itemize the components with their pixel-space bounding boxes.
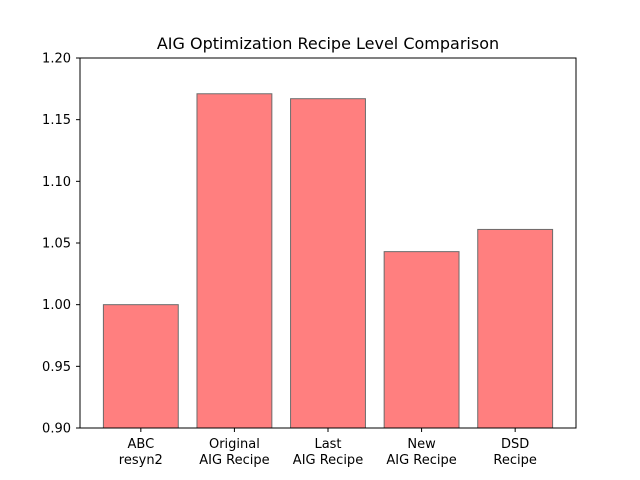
x-tick-label-line: AIG Recipe bbox=[386, 453, 456, 468]
x-tick-label: Original AIG Recipe bbox=[199, 437, 269, 468]
y-tick-label: 0.95 bbox=[42, 360, 71, 375]
x-tick-label: Last AIG Recipe bbox=[293, 437, 363, 468]
y-tick-label: 1.00 bbox=[42, 298, 71, 313]
x-tick-label-line: resyn2 bbox=[119, 453, 163, 468]
chart-title: AIG Optimization Recipe Level Comparison bbox=[157, 34, 499, 53]
y-tick-label: 1.05 bbox=[42, 237, 71, 252]
x-tick-label-line: Recipe bbox=[493, 453, 536, 468]
x-tick-label-line: Last bbox=[314, 437, 341, 452]
bar bbox=[196, 93, 273, 429]
x-tick-label: New AIG Recipe bbox=[386, 437, 456, 468]
y-tick-label: 1.10 bbox=[42, 175, 71, 190]
bar bbox=[102, 304, 179, 429]
x-tick-label: ABC resyn2 bbox=[119, 437, 163, 468]
x-tick-label-line: Original bbox=[209, 437, 260, 452]
plot-frame bbox=[79, 57, 577, 429]
bar bbox=[290, 98, 366, 429]
bar bbox=[383, 251, 460, 429]
y-tick-label: 0.90 bbox=[42, 422, 71, 437]
x-tick-label-line: AIG Recipe bbox=[293, 453, 363, 468]
y-tick-label: 1.15 bbox=[42, 113, 71, 128]
x-tick-label-line: DSD bbox=[501, 437, 529, 452]
bar bbox=[477, 228, 554, 429]
y-tick-label: 1.20 bbox=[42, 52, 71, 67]
bars-group bbox=[102, 93, 554, 429]
y-axis: 0.90 0.95 1.00 1.05 1.10 1.15 1.20 bbox=[42, 52, 80, 437]
x-tick-label: DSD Recipe bbox=[493, 437, 536, 468]
x-tick-label-line: AIG Recipe bbox=[199, 453, 269, 468]
x-tick-label-line: ABC bbox=[127, 437, 154, 452]
x-tick-label-line: New bbox=[407, 437, 436, 452]
